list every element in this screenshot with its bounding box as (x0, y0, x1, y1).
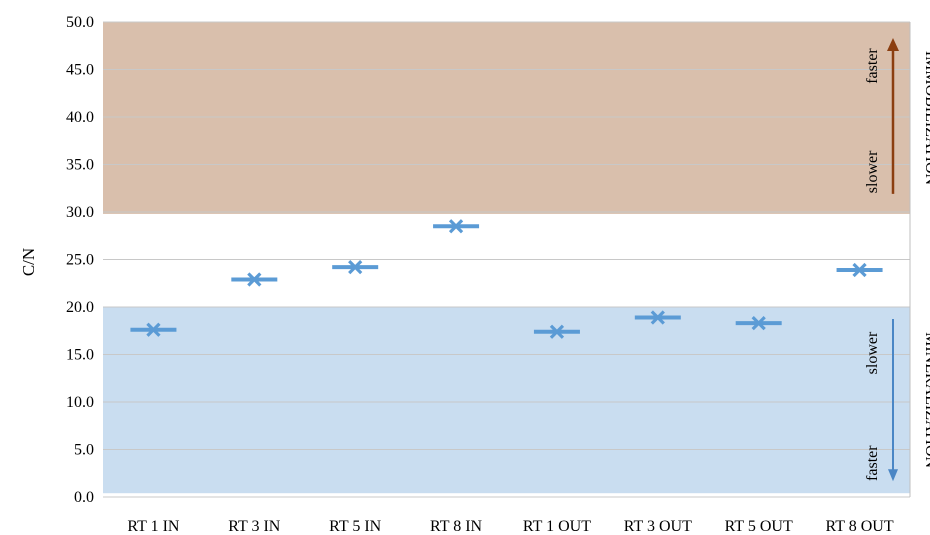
immobilization-band-label: IMMOBILIZATION (922, 51, 930, 186)
mineralization-band-label: MINERALIZATION (922, 332, 930, 468)
immobilization-note-faster: faster (864, 48, 881, 84)
data-point (231, 272, 278, 287)
y-axis-label: C/N (19, 248, 38, 276)
y-tick-label: 50.0 (66, 14, 94, 31)
y-tick-label: 40.0 (66, 109, 94, 126)
data-points (130, 219, 883, 339)
y-tick-label: 0.0 (74, 489, 94, 506)
point-x-stroke (549, 324, 565, 339)
immobilization-arrowhead-icon (887, 38, 899, 51)
mineralization-note-faster: faster (864, 445, 881, 481)
x-tick-label: RT 5 OUT (725, 518, 793, 535)
y-axis-ticks: 0.0 5.0 10.0 15.0 20.0 25.0 30.0 35.0 40.0 45.0 50… (66, 14, 94, 506)
y-tick-label: 20.0 (66, 299, 94, 316)
data-point (433, 219, 480, 234)
gridlines (103, 21, 911, 498)
x-tick-label: RT 1 OUT (523, 518, 591, 535)
point-x-stroke (852, 262, 867, 278)
y-tick-label: 5.0 (74, 442, 94, 459)
x-tick-label: RT 1 IN (127, 518, 180, 535)
y-tick-label: 25.0 (66, 252, 94, 269)
y-tick-label: 15.0 (66, 347, 94, 364)
band-mineralization (103, 307, 910, 494)
data-point (332, 259, 379, 275)
point-x-stroke (247, 272, 262, 287)
data-point (735, 316, 782, 331)
point-x-stroke (448, 219, 464, 234)
mineralization-arrowhead-icon (888, 469, 898, 482)
bands-layer (103, 22, 910, 494)
y-tick-label: 30.0 (66, 204, 94, 221)
point-x-stroke (348, 259, 363, 275)
point-x-stroke (650, 310, 665, 325)
y-tick-label: 45.0 (66, 62, 94, 79)
x-tick-label: RT 8 IN (430, 518, 483, 535)
x-tick-label: RT 3 IN (228, 518, 281, 535)
point-x-stroke (146, 322, 161, 337)
point-x-stroke (751, 316, 766, 331)
data-point (533, 324, 580, 339)
band-immobilization (103, 22, 910, 214)
x-tick-label: RT 3 OUT (624, 518, 692, 535)
mineralization-note-slower: slower (864, 331, 881, 374)
data-point (634, 310, 681, 325)
data-point (130, 322, 177, 337)
x-axis-categories: RT 1 IN RT 3 IN RT 5 IN RT 8 IN RT 1 OUT RT 3… (127, 518, 893, 535)
band-annotations: slower faster IMMOBILIZATION slower faster MI… (864, 38, 930, 482)
data-point (836, 262, 883, 278)
x-tick-label: RT 8 OUT (826, 518, 894, 535)
immobilization-note-slower: slower (864, 150, 881, 193)
x-tick-label: RT 5 IN (329, 518, 382, 535)
y-tick-label: 35.0 (66, 157, 94, 174)
y-tick-label: 10.0 (66, 394, 94, 411)
